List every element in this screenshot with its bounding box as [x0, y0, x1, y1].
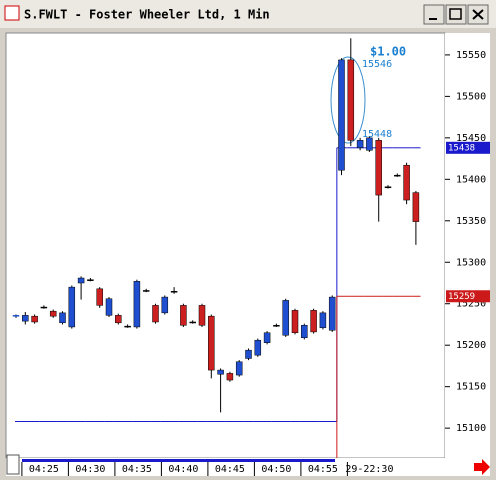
candle-body: [263, 332, 271, 343]
candle-body: [301, 325, 308, 338]
x-tick-label: 29-22:30: [345, 464, 393, 475]
candle-body: [152, 305, 159, 323]
candle-body: [22, 315, 29, 322]
candle-body: [254, 339, 262, 356]
candle-body: [189, 321, 196, 324]
candle-body: [105, 298, 113, 316]
candle-body: [161, 296, 169, 314]
x-tick-label: 04:25: [29, 464, 59, 475]
candle-body: [12, 315, 20, 317]
candle-body: [133, 281, 141, 328]
y-tick-label: 15500: [456, 91, 486, 102]
price-box: [446, 141, 490, 154]
candle-body: [49, 310, 57, 317]
candle-body: [375, 140, 382, 196]
candle-body: [170, 291, 178, 293]
scroll-box[interactable]: [6, 454, 20, 475]
candle-body: [59, 312, 66, 324]
annotation: 15546: [362, 59, 392, 70]
window-title: S.FWLT - Foster Wheeler Ltd, 1 Min: [24, 8, 270, 22]
time-scroll-strip: [22, 459, 335, 462]
candle-body: [273, 325, 280, 327]
y-tick-label: 15100: [456, 423, 486, 434]
candle-body: [77, 277, 85, 284]
y-tick-label: 15300: [456, 257, 486, 268]
candle-body: [31, 315, 38, 323]
candle-body: [208, 315, 215, 371]
candle-body: [180, 305, 187, 326]
candle-body: [96, 288, 103, 306]
title-bar: [0, 0, 496, 28]
price-box-label: 15438: [448, 143, 475, 153]
y-tick-label: 15350: [456, 216, 486, 227]
candle-body: [394, 174, 401, 177]
x-tick-label: 04:55: [308, 464, 338, 475]
close-button[interactable]: [467, 4, 489, 25]
maximize-button[interactable]: [445, 4, 467, 25]
minimize-button[interactable]: [423, 4, 445, 25]
x-tick-label: 04:35: [122, 464, 152, 475]
candle-body: [282, 300, 289, 336]
candle-body: [412, 192, 420, 222]
y-tick-label: 15400: [456, 174, 486, 185]
candle-body: [245, 349, 252, 359]
candle-body: [226, 373, 234, 381]
candle-body: [198, 305, 206, 326]
annotation: $1.00: [370, 45, 406, 59]
annotation: 15448: [362, 129, 392, 140]
app-icon: [4, 5, 20, 21]
y-tick-label: 15200: [456, 340, 486, 351]
x-tick-label: 04:50: [261, 464, 291, 475]
candle-body: [40, 306, 48, 309]
x-tick-label: 04:40: [168, 464, 198, 475]
candle-body: [142, 290, 150, 292]
price-box-label: 15259: [448, 292, 475, 302]
highlight-oval: [330, 56, 366, 144]
candle-body: [235, 361, 243, 376]
y-tick-label: 15250: [456, 299, 486, 310]
candle-body: [328, 296, 336, 331]
candle-body: [319, 312, 327, 329]
candle-body: [124, 325, 131, 328]
candle-body: [68, 286, 76, 328]
candle-body: [310, 310, 317, 333]
candle-body: [115, 315, 122, 324]
price-box: [446, 290, 490, 303]
candle-body: [217, 369, 224, 375]
candle-body: [291, 310, 299, 334]
scroll-right-arrow[interactable]: [474, 459, 490, 475]
candle-body: [338, 59, 345, 171]
y-tick-label: 15450: [456, 133, 486, 144]
time-axis: [6, 458, 490, 476]
candle-body: [403, 164, 410, 201]
candle-body: [384, 186, 392, 189]
y-tick-label: 15550: [456, 50, 486, 61]
candle-body: [356, 140, 364, 149]
candle-body: [347, 59, 355, 141]
plot-area: [5, 32, 446, 459]
candle-body: [87, 279, 94, 281]
y-tick-label: 15150: [456, 382, 486, 393]
x-tick-label: 04:45: [215, 464, 245, 475]
x-tick-label: 04:30: [75, 464, 105, 475]
candle-body: [366, 137, 373, 151]
price-axis: [445, 33, 490, 458]
